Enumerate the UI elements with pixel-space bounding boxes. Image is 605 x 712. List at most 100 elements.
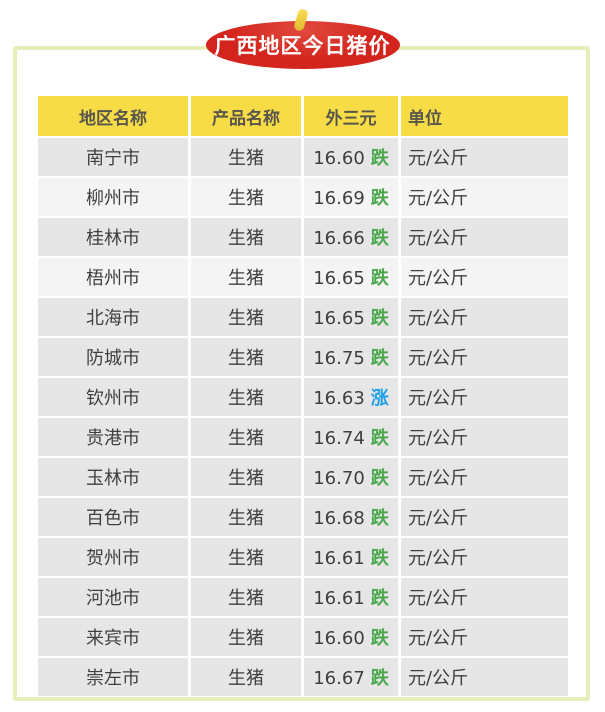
product-cell: 生猪 xyxy=(191,178,301,216)
table-row: 贺州市 生猪 16.61 跌 元/公斤 xyxy=(38,538,568,576)
trend-badge: 跌 xyxy=(370,628,389,649)
price-cell: 16.66 跌 xyxy=(304,218,398,256)
unit-cell: 元/公斤 xyxy=(401,258,568,296)
price-table-container: 地区名称 产品名称 外三元 单位 南宁市 生猪 16.60 跌 元/公斤 柳州市 生猪 … xyxy=(35,94,571,698)
table-row: 柳州市 生猪 16.69 跌 元/公斤 xyxy=(38,178,568,216)
region-cell: 北海市 xyxy=(38,298,188,336)
column-header-3: 单位 xyxy=(401,96,568,136)
table-row: 南宁市 生猪 16.60 跌 元/公斤 xyxy=(38,138,568,176)
table-row: 玉林市 生猪 16.70 跌 元/公斤 xyxy=(38,458,568,496)
region-cell: 桂林市 xyxy=(38,218,188,256)
product-cell: 生猪 xyxy=(191,538,301,576)
table-header-row: 地区名称 产品名称 外三元 单位 xyxy=(38,96,568,136)
price-cell: 16.61 跌 xyxy=(304,538,398,576)
region-cell: 防城市 xyxy=(38,338,188,376)
region-cell: 贵港市 xyxy=(38,418,188,456)
trend-badge: 跌 xyxy=(370,148,389,169)
table-row: 百色市 生猪 16.68 跌 元/公斤 xyxy=(38,498,568,536)
product-cell: 生猪 xyxy=(191,138,301,176)
price-cell: 16.63 涨 xyxy=(304,378,398,416)
unit-cell: 元/公斤 xyxy=(401,418,568,456)
region-cell: 贺州市 xyxy=(38,538,188,576)
product-cell: 生猪 xyxy=(191,258,301,296)
trend-badge: 跌 xyxy=(370,188,389,209)
trend-badge: 跌 xyxy=(370,268,389,289)
unit-cell: 元/公斤 xyxy=(401,458,568,496)
product-cell: 生猪 xyxy=(191,618,301,656)
trend-badge: 跌 xyxy=(370,228,389,249)
table-row: 防城市 生猪 16.75 跌 元/公斤 xyxy=(38,338,568,376)
trend-badge: 跌 xyxy=(370,588,389,609)
unit-cell: 元/公斤 xyxy=(401,538,568,576)
price-value: 16.66 xyxy=(313,228,365,249)
table-row: 北海市 生猪 16.65 跌 元/公斤 xyxy=(38,298,568,336)
unit-cell: 元/公斤 xyxy=(401,618,568,656)
trend-badge: 跌 xyxy=(370,548,389,569)
price-value: 16.69 xyxy=(313,188,365,209)
unit-cell: 元/公斤 xyxy=(401,498,568,536)
price-value: 16.60 xyxy=(313,148,365,169)
price-cell: 16.65 跌 xyxy=(304,298,398,336)
table-header: 地区名称 产品名称 外三元 单位 xyxy=(38,96,568,136)
price-cell: 16.61 跌 xyxy=(304,578,398,616)
product-cell: 生猪 xyxy=(191,458,301,496)
price-value: 16.75 xyxy=(313,348,365,369)
price-cell: 16.65 跌 xyxy=(304,258,398,296)
trend-badge: 跌 xyxy=(370,468,389,489)
price-cell: 16.70 跌 xyxy=(304,458,398,496)
price-cell: 16.67 跌 xyxy=(304,658,398,696)
product-cell: 生猪 xyxy=(191,338,301,376)
region-cell: 南宁市 xyxy=(38,138,188,176)
unit-cell: 元/公斤 xyxy=(401,218,568,256)
table-body: 南宁市 生猪 16.60 跌 元/公斤 柳州市 生猪 16.69 跌 元/公斤 桂林… xyxy=(38,138,568,696)
region-cell: 钦州市 xyxy=(38,378,188,416)
region-cell: 百色市 xyxy=(38,498,188,536)
price-value: 16.67 xyxy=(313,668,365,689)
unit-cell: 元/公斤 xyxy=(401,578,568,616)
trend-badge: 涨 xyxy=(370,388,389,409)
product-cell: 生猪 xyxy=(191,298,301,336)
product-cell: 生猪 xyxy=(191,658,301,696)
price-value: 16.70 xyxy=(313,468,365,489)
product-cell: 生猪 xyxy=(191,378,301,416)
trend-badge: 跌 xyxy=(370,428,389,449)
unit-cell: 元/公斤 xyxy=(401,338,568,376)
price-cell: 16.60 跌 xyxy=(304,138,398,176)
region-cell: 河池市 xyxy=(38,578,188,616)
trend-badge: 跌 xyxy=(370,308,389,329)
column-header-2: 外三元 xyxy=(304,96,398,136)
unit-cell: 元/公斤 xyxy=(401,378,568,416)
column-header-0: 地区名称 xyxy=(38,96,188,136)
price-cell: 16.68 跌 xyxy=(304,498,398,536)
table-row: 钦州市 生猪 16.63 涨 元/公斤 xyxy=(38,378,568,416)
price-value: 16.61 xyxy=(313,548,365,569)
table-row: 崇左市 生猪 16.67 跌 元/公斤 xyxy=(38,658,568,696)
unit-cell: 元/公斤 xyxy=(401,178,568,216)
price-table: 地区名称 产品名称 外三元 单位 南宁市 生猪 16.60 跌 元/公斤 柳州市 生猪 … xyxy=(35,94,571,698)
trend-badge: 跌 xyxy=(370,668,389,689)
unit-cell: 元/公斤 xyxy=(401,138,568,176)
price-cell: 16.60 跌 xyxy=(304,618,398,656)
table-row: 梧州市 生猪 16.65 跌 元/公斤 xyxy=(38,258,568,296)
unit-cell: 元/公斤 xyxy=(401,658,568,696)
region-cell: 梧州市 xyxy=(38,258,188,296)
table-row: 贵港市 生猪 16.74 跌 元/公斤 xyxy=(38,418,568,456)
column-header-1: 产品名称 xyxy=(191,96,301,136)
product-cell: 生猪 xyxy=(191,218,301,256)
region-cell: 来宾市 xyxy=(38,618,188,656)
page-title: 广西地区今日猪价 xyxy=(214,34,391,58)
trend-badge: 跌 xyxy=(370,348,389,369)
product-cell: 生猪 xyxy=(191,418,301,456)
product-cell: 生猪 xyxy=(191,498,301,536)
region-cell: 崇左市 xyxy=(38,658,188,696)
table-row: 来宾市 生猪 16.60 跌 元/公斤 xyxy=(38,618,568,656)
price-value: 16.74 xyxy=(313,428,365,449)
price-value: 16.61 xyxy=(313,588,365,609)
price-cell: 16.69 跌 xyxy=(304,178,398,216)
trend-badge: 跌 xyxy=(370,508,389,529)
unit-cell: 元/公斤 xyxy=(401,298,568,336)
product-cell: 生猪 xyxy=(191,578,301,616)
region-cell: 柳州市 xyxy=(38,178,188,216)
price-cell: 16.75 跌 xyxy=(304,338,398,376)
price-value: 16.68 xyxy=(313,508,365,529)
